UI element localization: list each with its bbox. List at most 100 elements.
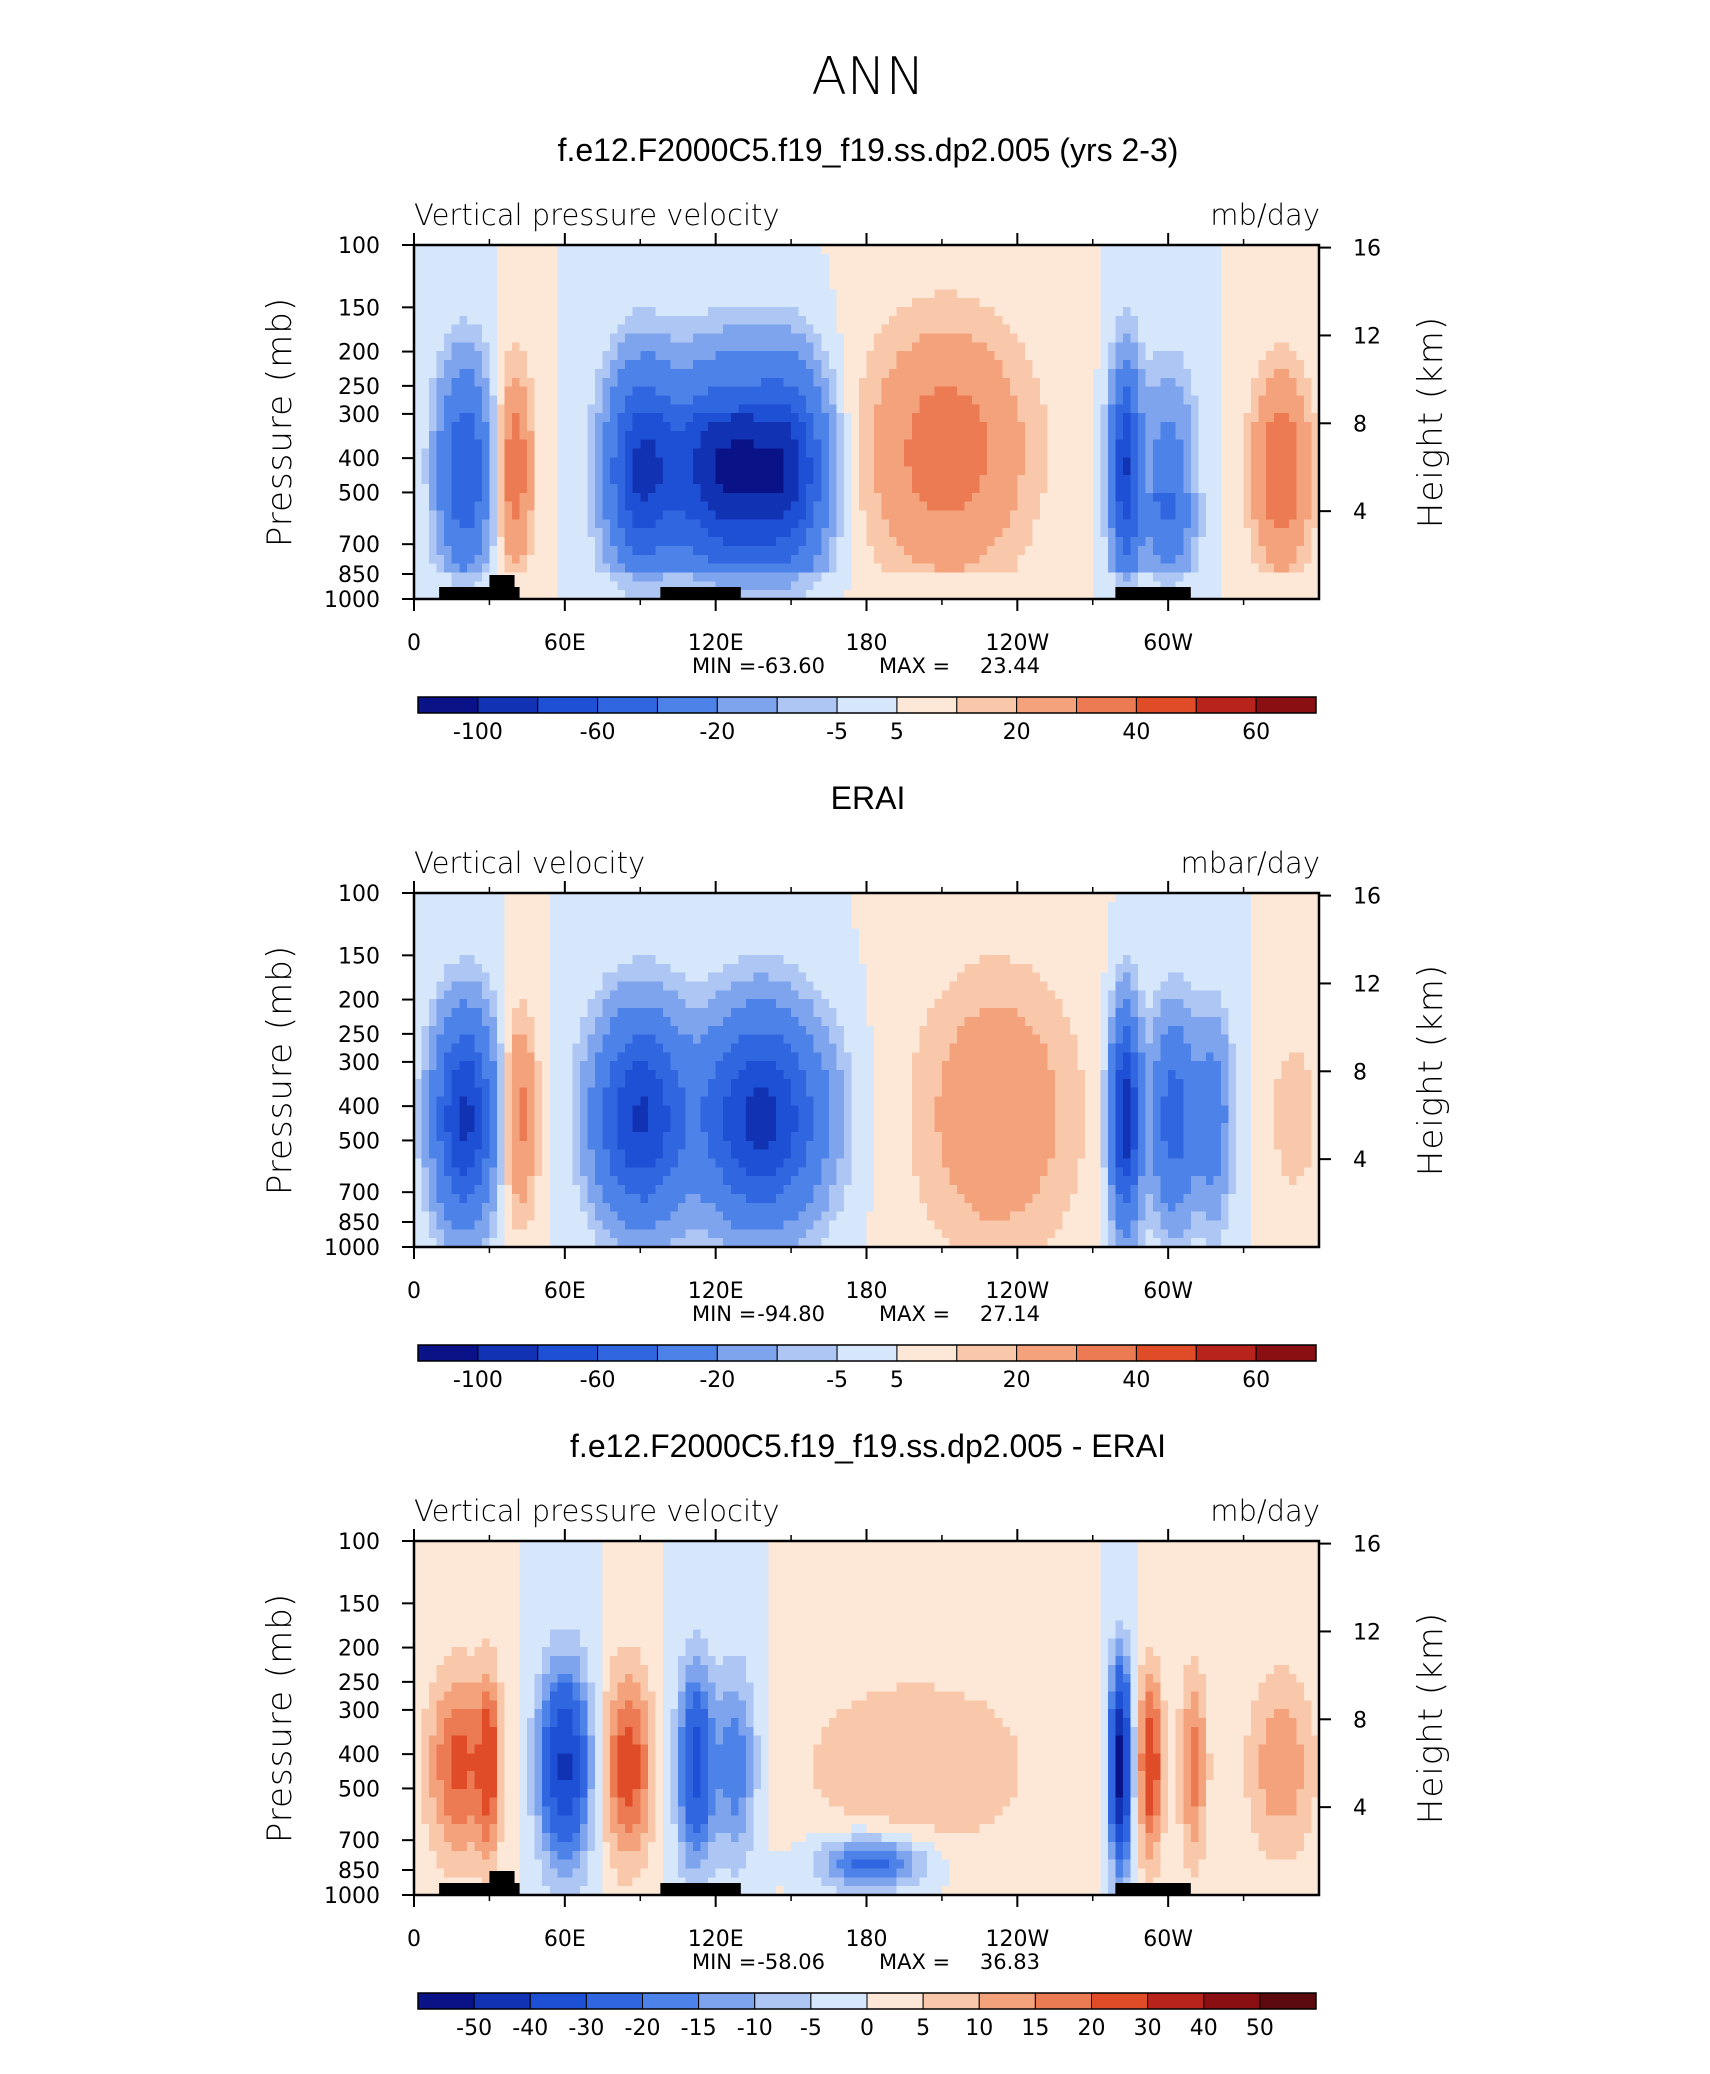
field-cell xyxy=(655,404,664,414)
field-cell xyxy=(1190,280,1199,290)
field-cell xyxy=(602,483,611,494)
field-cell xyxy=(1311,501,1320,512)
field-cell xyxy=(791,386,800,397)
field-cell xyxy=(693,483,702,494)
field-cell xyxy=(972,333,981,343)
field-cell xyxy=(519,581,528,591)
field-cell xyxy=(987,280,996,290)
field-cell xyxy=(798,448,807,458)
field-cell xyxy=(994,342,1003,352)
field-cell xyxy=(768,475,777,485)
field-cell xyxy=(1130,457,1139,467)
field-cell xyxy=(1303,253,1313,264)
field-cell xyxy=(1183,430,1192,441)
field-cell xyxy=(715,271,724,281)
field-cell xyxy=(1251,439,1260,450)
field-cell xyxy=(685,519,694,529)
field-cell xyxy=(1077,483,1086,494)
field-cell xyxy=(451,306,460,317)
field-cell xyxy=(564,545,573,556)
field-cell xyxy=(1122,448,1132,458)
field-cell xyxy=(987,483,996,494)
field-cell xyxy=(994,475,1003,485)
field-cell xyxy=(625,413,634,423)
field-cell xyxy=(776,581,785,591)
field-cell xyxy=(1062,572,1071,582)
field-cell xyxy=(858,528,868,538)
field-cell xyxy=(836,360,845,370)
field-cell xyxy=(481,492,491,503)
field-cell xyxy=(881,306,890,317)
field-cell xyxy=(1009,590,1018,600)
field-cell xyxy=(708,333,717,343)
field-cell xyxy=(1115,360,1124,370)
field-cell xyxy=(1168,280,1177,290)
field-cell xyxy=(889,360,898,370)
field-cell xyxy=(843,422,853,432)
field-cell xyxy=(1220,377,1230,388)
field-cell xyxy=(1047,492,1056,503)
field-cell xyxy=(745,315,754,326)
field-cell xyxy=(595,483,604,494)
field-cell xyxy=(919,289,928,299)
field-cell xyxy=(496,315,506,326)
field-cell xyxy=(1205,413,1215,423)
field-cell xyxy=(670,581,679,591)
field-cell xyxy=(896,457,905,467)
field-cell xyxy=(481,386,491,397)
field-cell xyxy=(647,386,656,397)
field-cell xyxy=(1138,377,1147,388)
field-cell xyxy=(730,581,739,591)
field-cell xyxy=(451,386,460,397)
field-cell xyxy=(1311,492,1320,503)
field-cell xyxy=(1205,590,1215,600)
field-cell xyxy=(858,351,868,361)
field-cell xyxy=(1288,422,1297,432)
field-cell xyxy=(1228,545,1237,556)
field-cell xyxy=(783,475,792,485)
field-cell xyxy=(949,492,958,503)
field-cell xyxy=(459,333,468,343)
field-cell xyxy=(1236,545,1245,556)
field-cell xyxy=(843,306,853,317)
field-cell xyxy=(806,395,815,405)
field-cell xyxy=(504,448,513,458)
field-cell xyxy=(1115,271,1124,281)
field-cell xyxy=(806,333,815,343)
field-cell xyxy=(1047,510,1056,520)
field-cell xyxy=(813,510,822,520)
field-cell xyxy=(557,289,566,299)
field-cell xyxy=(557,271,566,281)
field-cell xyxy=(866,457,875,467)
field-cell xyxy=(572,306,581,317)
field-cell xyxy=(1138,413,1147,423)
field-cell xyxy=(693,253,702,264)
field-cell xyxy=(481,422,491,432)
field-cell xyxy=(610,545,619,556)
field-cell xyxy=(579,289,589,299)
field-cell xyxy=(1047,413,1056,423)
field-cell xyxy=(941,492,951,503)
field-cell xyxy=(1002,457,1011,467)
field-cell xyxy=(1288,386,1297,397)
field-cell xyxy=(1107,893,1116,903)
field-cell xyxy=(429,528,438,538)
field-cell xyxy=(1243,422,1252,432)
field-cell xyxy=(640,492,649,503)
field-cell xyxy=(836,377,845,388)
field-cell xyxy=(738,306,747,317)
field-cell xyxy=(843,563,853,574)
field-cell xyxy=(851,448,860,458)
field-cell xyxy=(1296,563,1305,574)
field-cell xyxy=(745,501,754,512)
field-cell xyxy=(760,298,770,308)
field-cell xyxy=(512,333,521,343)
field-cell xyxy=(1130,289,1139,299)
field-cell xyxy=(1220,475,1230,485)
figure-title: ANN xyxy=(811,47,924,107)
field-cell xyxy=(1070,492,1079,503)
field-cell xyxy=(534,342,543,352)
field-cell xyxy=(489,554,498,565)
field-cell xyxy=(1070,280,1079,290)
field-cell xyxy=(866,501,875,512)
